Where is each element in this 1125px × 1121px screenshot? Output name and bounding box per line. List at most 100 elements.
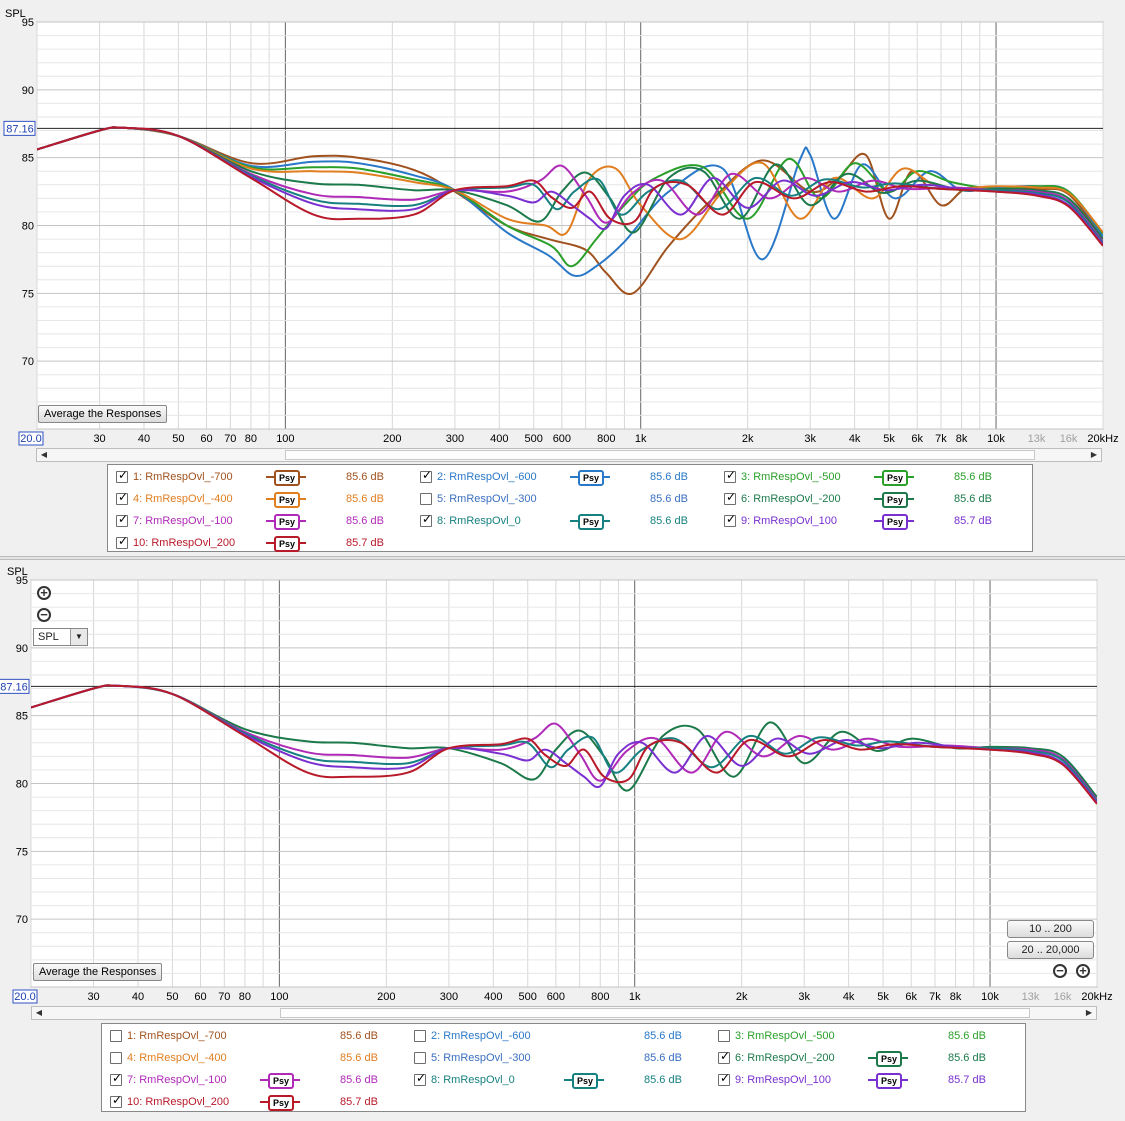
legend-level-value: 85.6 dB (650, 515, 688, 527)
legend-checkbox[interactable]: ✓ (110, 1093, 122, 1108)
legend-item: ✓ 10: RmRespOvl_200 Psy 85.7 dB (110, 1093, 410, 1111)
series-line-6[interactable] (31, 684, 1097, 798)
legend-checkbox[interactable] (110, 1030, 122, 1042)
psy-label: Psy (268, 1095, 294, 1111)
legend-item: ✓ 1: RmRespOvl_-700 Psy 85.6 dB (116, 468, 416, 486)
x-start-box[interactable] (18, 431, 44, 446)
series-line-10[interactable] (37, 126, 1103, 247)
series-line-9[interactable] (31, 684, 1097, 804)
checkmark-icon: ✓ (726, 490, 737, 504)
legend-checkbox[interactable]: ✓ (116, 490, 128, 505)
x-tick-label: 50 (172, 433, 184, 445)
legend-checkbox[interactable]: ✓ (116, 534, 128, 549)
scroll-right-arrow-icon[interactable]: ▶ (1090, 450, 1098, 459)
horizontal-scrollbar[interactable]: ◀ ▶ (36, 448, 1102, 462)
zoom-out-icon[interactable]: − (37, 608, 51, 622)
bottom-frequency-response-chart[interactable]: 95 90 85 80 75 70 30 40 50 60 70 80 100 200 300 400 500 6… (0, 560, 1125, 1012)
top-frequency-response-chart[interactable]: 95 90 85 80 75 70 30 40 50 60 70 80 100 200 300 400 500 6… (0, 0, 1125, 452)
scroll-right-arrow-icon[interactable]: ▶ (1085, 1008, 1093, 1017)
legend-checkbox[interactable] (718, 1030, 730, 1042)
zoom-in-icon[interactable]: + (1076, 964, 1090, 978)
reference-value-box[interactable] (3, 120, 36, 136)
legend-checkbox[interactable]: ✓ (116, 512, 129, 527)
psy-smoothing-button[interactable]: Psy (260, 1073, 300, 1089)
y-tick-label: 85 (16, 711, 28, 723)
x-tick-label: 70 (218, 991, 230, 1003)
legend-checkbox[interactable]: ✓ (724, 490, 737, 505)
y-tick-label: 85 (22, 153, 34, 165)
psy-smoothing-button[interactable]: Psy (266, 514, 306, 530)
x-tick-label: 800 (591, 991, 609, 1003)
x-start-box[interactable] (12, 989, 38, 1004)
series-line-3[interactable] (37, 126, 1103, 268)
legend-label: 8: RmRespOvl_0 (437, 515, 521, 527)
x-tick-label: 6k (905, 991, 917, 1003)
legend-checkbox[interactable] (110, 1052, 122, 1064)
series-line-9[interactable] (37, 126, 1103, 246)
psy-smoothing-button[interactable]: Psy (868, 1051, 908, 1067)
bottom-measurement-legend: 1: RmRespOvl_-700 85.6 dB 2: RmRespOvl_-60… (101, 1023, 1026, 1112)
psy-smoothing-button[interactable]: Psy (874, 470, 914, 486)
legend-checkbox[interactable]: ✓ (420, 512, 432, 527)
average-responses-button[interactable]: Average the Responses (33, 963, 163, 981)
psy-label: Psy (578, 470, 604, 486)
legend-checkbox[interactable]: ✓ (718, 1049, 730, 1064)
scroll-left-arrow-icon[interactable]: ◀ (35, 1008, 43, 1017)
legend-level-value: 85.6 dB (954, 471, 992, 483)
x-tick-label: 200 (377, 991, 395, 1003)
series-line-1[interactable] (37, 126, 1103, 296)
x-tick-label: 30 (93, 433, 105, 445)
legend-checkbox[interactable]: ✓ (110, 1071, 122, 1086)
psy-smoothing-button[interactable]: Psy (874, 492, 914, 508)
range-20-20000-button[interactable]: 20 .. 20,000 (1007, 941, 1094, 959)
psy-smoothing-button[interactable]: Psy (570, 514, 610, 530)
legend-level-value: 85.6 dB (340, 1030, 378, 1042)
psy-smoothing-button[interactable]: Psy (266, 470, 306, 486)
average-responses-button[interactable]: Average the Responses (38, 405, 168, 423)
x-tick-label: 10k (987, 433, 1005, 445)
zoom-in-icon[interactable]: + (37, 586, 51, 600)
x-start-label: 20.0 (14, 991, 35, 1003)
graph-type-select[interactable]: SPL ▼ (33, 628, 88, 646)
chevron-down-icon: ▼ (70, 629, 87, 645)
x-tick-label: 7k (929, 991, 941, 1003)
legend-level-value: 85.6 dB (644, 1074, 682, 1086)
psy-smoothing-button[interactable]: Psy (868, 1073, 908, 1089)
psy-smoothing-button[interactable]: Psy (260, 1095, 300, 1111)
series-line-6[interactable] (37, 126, 1103, 240)
top-measurement-legend: ✓ 1: RmRespOvl_-700 Psy 85.6 dB ✓ 2: RmRespOv… (107, 464, 1033, 552)
horizontal-scrollbar[interactable]: ◀ ▶ (31, 1006, 1097, 1020)
zoom-out-icon[interactable]: − (1053, 964, 1067, 978)
checkmark-icon: ✓ (118, 512, 129, 526)
legend-checkbox[interactable]: ✓ (724, 512, 736, 527)
legend-checkbox[interactable]: ✓ (420, 468, 432, 483)
psy-smoothing-button[interactable]: Psy (564, 1073, 604, 1089)
series-line-2[interactable] (37, 126, 1103, 278)
legend-label: 10: RmRespOvl_200 (133, 537, 236, 549)
legend-checkbox[interactable]: ✓ (116, 468, 128, 483)
psy-smoothing-button[interactable]: Psy (266, 536, 306, 552)
legend-checkbox[interactable] (414, 1030, 426, 1042)
psy-smoothing-button[interactable]: Psy (570, 470, 610, 486)
legend-checkbox[interactable] (420, 493, 432, 505)
scroll-thumb[interactable] (280, 1008, 1030, 1018)
legend-label: 5: RmRespOvl_-300 (431, 1052, 531, 1064)
x-tick-label: 8k (950, 991, 962, 1003)
reference-value-box[interactable] (0, 678, 30, 694)
x-tick-label: 200 (383, 433, 401, 445)
x-tick-label: 80 (245, 433, 257, 445)
scroll-thumb[interactable] (285, 450, 1035, 460)
scroll-left-arrow-icon[interactable]: ◀ (40, 450, 48, 459)
legend-checkbox[interactable]: ✓ (718, 1071, 730, 1086)
series-line-10[interactable] (31, 684, 1097, 805)
psy-smoothing-button[interactable]: Psy (266, 492, 306, 508)
legend-checkbox[interactable] (414, 1052, 426, 1064)
legend-checkbox[interactable]: ✓ (414, 1071, 426, 1086)
range-10-200-button[interactable]: 10 .. 200 (1007, 920, 1094, 938)
x-tick-label: 100 (276, 433, 294, 445)
psy-smoothing-button[interactable]: Psy (874, 514, 914, 530)
legend-checkbox[interactable]: ✓ (724, 468, 736, 483)
legend-item: ✓ 9: RmRespOvl_100 Psy 85.7 dB (724, 512, 1024, 530)
series-line-4[interactable] (37, 126, 1103, 241)
x-tick-label: 70 (224, 433, 236, 445)
